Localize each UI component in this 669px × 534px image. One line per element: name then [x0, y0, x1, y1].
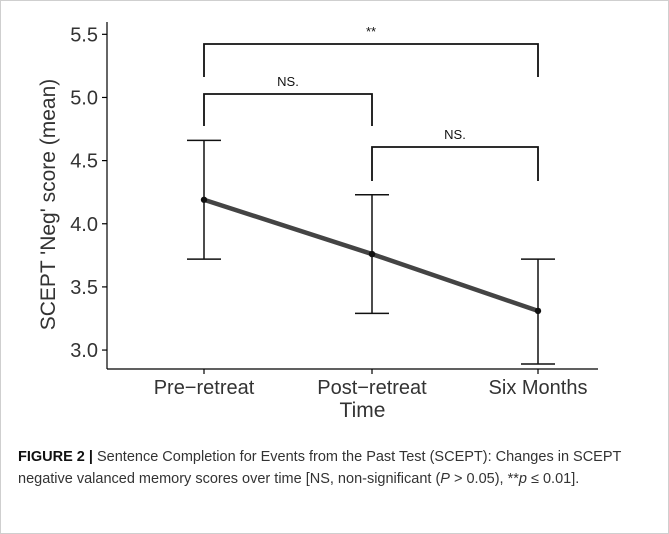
- caption-p-symbol-2: p: [518, 471, 527, 487]
- x-axis-title: Time: [340, 399, 386, 422]
- y-tick-label: 4.5: [70, 151, 98, 173]
- caption-text-end: ≤ 0.01].: [526, 471, 580, 487]
- significance-bracket: [203, 93, 373, 126]
- y-axis-title: SCEPT 'Neg' score (mean): [37, 79, 60, 331]
- y-tick-label: 3.5: [70, 277, 98, 299]
- y-tick-label: 4.0: [70, 214, 98, 236]
- chart: 3.0 3.5 4.0 4.5 5.0 5.5 Pre−retreat Post−retrea…: [37, 22, 598, 422]
- significance-label: NS.: [277, 74, 299, 89]
- y-tick-label: 5.0: [70, 87, 98, 109]
- caption-text: Sentence Completion for Events from the …: [18, 449, 622, 487]
- significance-bracket: [371, 146, 539, 181]
- y-tick-label: 3.0: [70, 340, 98, 362]
- significance-label: **: [366, 24, 376, 39]
- mean-point: [200, 196, 208, 203]
- y-tick-label: 5.5: [70, 24, 98, 46]
- x-tick-label: Post−retreat: [317, 377, 427, 399]
- significance-label: NS.: [444, 127, 466, 142]
- figure-label: FIGURE 2 |: [18, 449, 93, 465]
- significance-bracket: [203, 43, 539, 77]
- x-tick-label: Six Months: [489, 377, 588, 399]
- mean-point: [368, 250, 376, 258]
- mean-point: [534, 307, 542, 315]
- x-tick-label: Pre−retreat: [154, 377, 255, 399]
- figure-caption: FIGURE 2 | Sentence Completion for Event…: [18, 446, 648, 490]
- caption-text-mid: > 0.05), **: [449, 471, 519, 487]
- caption-p-symbol: P: [440, 471, 450, 487]
